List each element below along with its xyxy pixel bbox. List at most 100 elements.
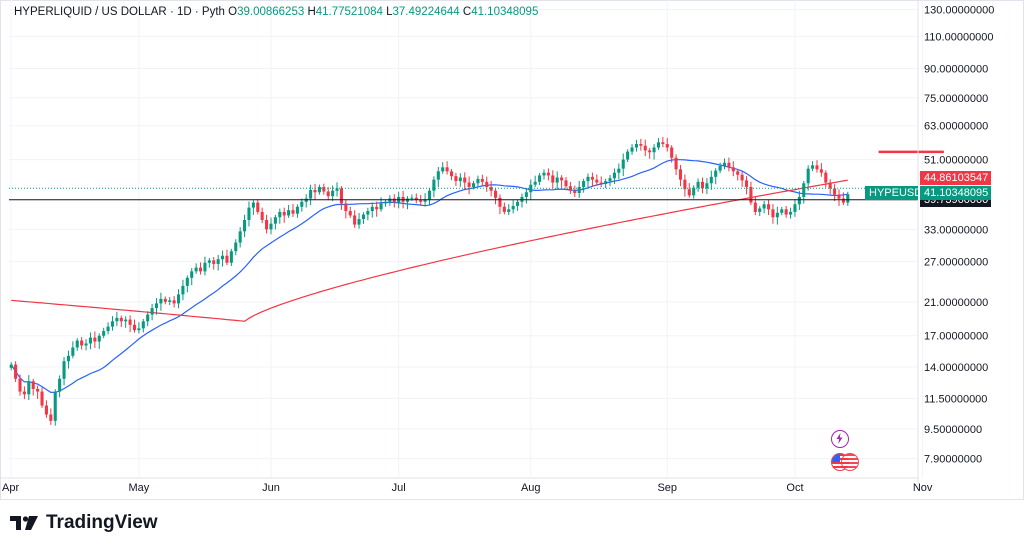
x-tick-label: Jun — [262, 482, 280, 494]
legend-high-value: 41.77521084 — [315, 6, 383, 18]
y-tick-label: 33.00000000 — [924, 224, 988, 236]
candle-body — [247, 207, 251, 220]
candle-body — [427, 190, 432, 200]
candle-body — [533, 181, 537, 185]
x-tick-label: Nov — [913, 482, 933, 494]
candle-body — [564, 180, 568, 187]
x-tick-label: Oct — [786, 482, 803, 494]
chart-legend: HYPERLIQUID / US DOLLAR · 1D · Pyth O39.… — [14, 6, 539, 18]
candle-body — [93, 337, 97, 342]
candle-body — [489, 186, 493, 191]
candle-body — [287, 210, 291, 216]
candle-body — [137, 328, 141, 331]
price-chart[interactable]: 130.00000000 110.00000000 90.00000000 75.00… — [0, 0, 1024, 500]
candle-body — [150, 308, 154, 315]
symbol-price-tag: HYPEUSD — [865, 186, 922, 200]
candle-body — [225, 255, 229, 263]
candle-body — [516, 201, 520, 206]
candle-body — [317, 186, 321, 193]
candle-body — [66, 355, 70, 362]
candle-body — [767, 204, 771, 210]
candle-body — [705, 183, 709, 189]
candle-body — [621, 159, 625, 169]
candle-body — [797, 196, 801, 205]
candle-body — [815, 165, 819, 170]
y-tick-label: 27.00000000 — [924, 257, 988, 269]
candle-body — [84, 343, 88, 346]
flag-canton — [832, 454, 840, 462]
price-axis[interactable]: 130.00000000 110.00000000 90.00000000 75.00… — [917, 0, 994, 490]
candle-body — [806, 168, 810, 184]
y-tick-label: 17.00000000 — [924, 331, 988, 343]
candle-body — [419, 200, 423, 202]
candle-body — [128, 319, 132, 325]
x-tick-label: May — [129, 482, 150, 494]
candle-body — [335, 188, 339, 191]
candle-body — [789, 211, 793, 215]
y-tick-label: 110.00000000 — [924, 31, 994, 43]
candle-body — [551, 175, 555, 183]
candle-body — [714, 170, 718, 177]
x-tick-label: Aug — [521, 482, 541, 494]
candle-body — [793, 204, 797, 212]
candle-body — [322, 186, 326, 192]
candle-body — [154, 303, 159, 309]
candle-body — [727, 162, 731, 168]
candle-body — [282, 211, 286, 216]
candle-body — [612, 172, 616, 179]
candle-body — [141, 321, 145, 329]
grid-lines — [9, 0, 924, 478]
x-tick-label: Apr — [2, 482, 19, 494]
candle-body — [758, 208, 762, 212]
candle-body — [185, 277, 189, 286]
legend-symbol: HYPERLIQUID / US DOLLAR — [14, 6, 167, 18]
candle-body — [106, 326, 110, 332]
candle-body — [700, 181, 705, 189]
candle-body — [542, 172, 546, 176]
candle-body — [31, 381, 35, 389]
candle-body — [119, 317, 123, 322]
candle-body — [696, 181, 700, 188]
candle-body — [295, 206, 299, 214]
candle-body — [837, 194, 841, 199]
candle-body — [445, 167, 449, 172]
candle-body — [617, 168, 621, 173]
candle-body — [97, 335, 101, 342]
candle-body — [718, 166, 722, 171]
candle-body — [595, 179, 599, 183]
candle-body — [366, 211, 370, 215]
legend-low-label: L — [386, 6, 393, 18]
legend-open-label: O — [228, 6, 238, 18]
candle-body — [555, 177, 559, 183]
candle-body — [423, 199, 427, 202]
y-tick-label: 130.00000000 — [924, 5, 994, 17]
candle-body — [18, 378, 22, 392]
y-tick-label: 21.00000000 — [924, 297, 988, 309]
candle-body — [238, 231, 242, 243]
candle-body — [309, 189, 313, 199]
candle-body — [630, 147, 634, 152]
candle-body — [375, 206, 379, 210]
candle-body — [361, 214, 365, 220]
candle-body — [833, 188, 837, 195]
candle-body — [344, 203, 348, 212]
candle-body — [357, 219, 361, 225]
candle-body — [524, 192, 528, 197]
y-tick-label: 9.50000000 — [924, 424, 982, 436]
candle-body — [819, 169, 823, 173]
candle-body — [159, 298, 163, 304]
candle-body — [661, 142, 665, 145]
legend-close-value: 41.10348095 — [471, 6, 539, 18]
y-tick-label: 11.50000000 — [924, 393, 987, 405]
footer-brand[interactable]: TradingView — [10, 512, 158, 534]
candle-body — [80, 340, 84, 346]
lightning-icon[interactable] — [831, 430, 849, 448]
candle-body — [652, 147, 656, 153]
candle-body — [370, 206, 374, 212]
candle-body — [172, 300, 176, 304]
candle-body — [780, 209, 784, 213]
candle-body — [44, 405, 48, 415]
chart-panel[interactable] — [0, 0, 1024, 500]
time-axis[interactable]: Apr May Jun Jul Aug Sep Oct Nov — [0, 477, 933, 494]
candle-body — [260, 211, 264, 220]
